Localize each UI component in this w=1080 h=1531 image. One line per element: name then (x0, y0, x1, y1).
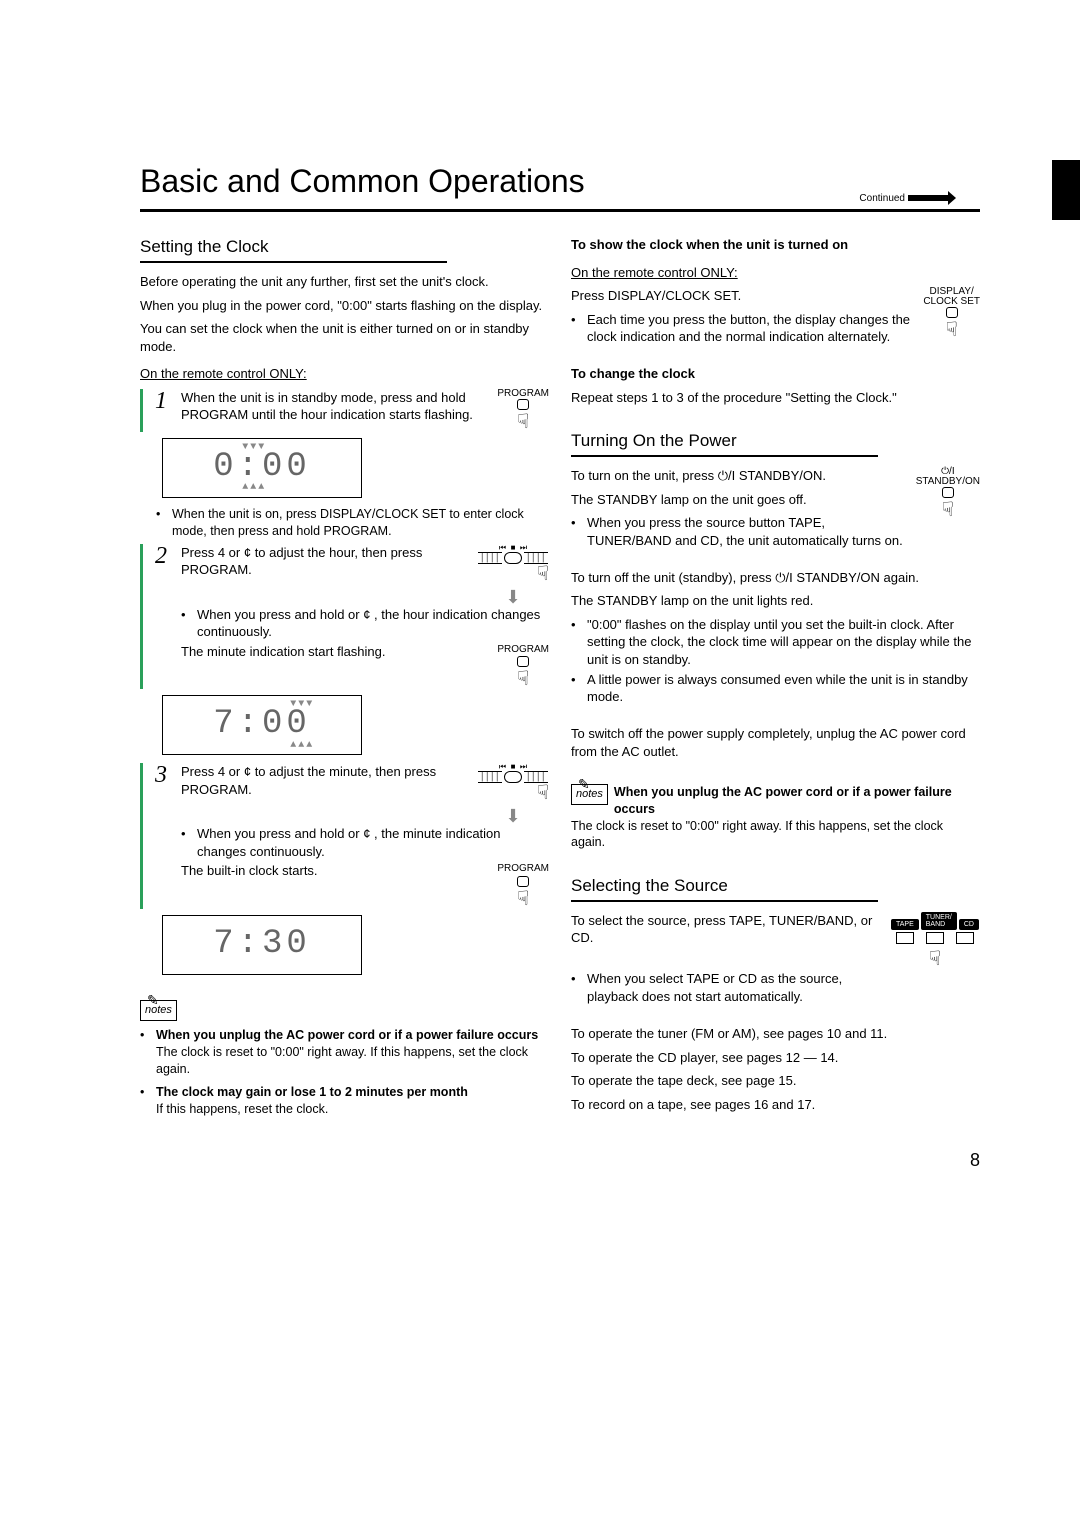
nav-buttons-icon: ⏮ ■ ⏭ ││││ ││││ ☟ ⬇ (477, 763, 549, 825)
show-clock-head: To show the clock when the unit is turne… (571, 237, 848, 252)
note-body: The clock is reset to "0:00" right away.… (571, 818, 980, 852)
change-clock-head: To change the clock (571, 366, 695, 381)
lcd-display: ▼▼▼ 0:00 ▲▲▲ (162, 438, 362, 498)
program-button-icon: PROGRAM ☟ (497, 389, 549, 432)
source-bullet: •When you select TAPE or CD as the sourc… (571, 970, 874, 1005)
subhead-remote-only: On the remote control ONLY: (571, 264, 980, 282)
step-text: Press 4 or ¢ to adjust the minute, then … (181, 764, 436, 797)
step-1: 1 When the unit is in standby mode, pres… (140, 389, 549, 432)
show-clock-line: Press DISPLAY/CLOCK SET. (571, 287, 911, 305)
step-number: 1 (155, 389, 173, 432)
note-item: • The clock may gain or lose 1 to 2 minu… (140, 1084, 549, 1118)
step-3: 3 Press 4 or ¢ to adjust the minute, the… (140, 763, 549, 909)
note-item: • When you unplug the AC power cord or i… (140, 1027, 549, 1078)
power-on-bullet: • When you press the source button TAPE,… (571, 514, 904, 549)
power-switch-text: To switch off the power supply completel… (571, 725, 980, 760)
section-power: Turning On the Power (571, 430, 878, 457)
step-2: 2 Press 4 or ¢ to adjust the hour, then … (140, 544, 549, 690)
standby-button-icon: ⏻/I STANDBY/ON ☟ (916, 467, 980, 520)
show-clock-bullet: • Each time you press the button, the di… (571, 311, 911, 346)
lcd-display: 7:30 (162, 915, 362, 975)
section-source: Selecting the Source (571, 875, 878, 902)
note-head: When you unplug the AC power cord or if … (614, 785, 952, 816)
subhead-remote-only: On the remote control ONLY: (140, 365, 549, 383)
power-off-bullet: •"0:00" flashes on the display until you… (571, 616, 980, 669)
display-clock-button-icon: DISPLAY/ CLOCK SET ☟ (923, 287, 980, 340)
left-column: Setting the Clock Before operating the u… (140, 236, 549, 1123)
source-line: To select the source, press TAPE, TUNER/… (571, 912, 874, 947)
power-on-text: To turn on the unit, press ⏻/I STANDBY/O… (571, 467, 904, 485)
intro-text: When you plug in the power cord, "0:00" … (140, 297, 549, 315)
page-title: Basic and Common Operations (140, 160, 980, 203)
reference-line: To operate the tuner (FM or AM), see pag… (571, 1025, 980, 1043)
program-button-icon: PROGRAM ☟ (497, 862, 549, 909)
power-off-bullet: •A little power is always consumed even … (571, 671, 980, 706)
program-button-icon: PROGRAM ☟ (497, 643, 549, 690)
step-tail: The built-in clock starts. (181, 862, 471, 880)
step-bullet: • When the unit is on, press DISPLAY/CLO… (140, 506, 549, 540)
step-number: 2 (155, 544, 173, 690)
lcd-display: ▼▼▼ 7:00 ▲▲▲ (162, 695, 362, 755)
reference-line: To operate the tape deck, see page 15. (571, 1072, 980, 1090)
change-clock-body: Repeat steps 1 to 3 of the procedure "Se… (571, 389, 980, 407)
step-bullet: • When you press and hold or ¢ , the min… (181, 825, 549, 860)
notes-badge: ✎ notes (571, 784, 608, 805)
step-tail: The minute indication start flashing. (181, 643, 471, 661)
edge-tab (1052, 160, 1080, 220)
power-on-text: The STANDBY lamp on the unit goes off. (571, 491, 904, 509)
reference-line: To record on a tape, see pages 16 and 17… (571, 1096, 980, 1114)
notes-badge: ✎ notes (140, 1000, 177, 1021)
source-buttons-icon: TAPETUNER/ BANDCD ☟ (890, 912, 980, 969)
continued-label: Continued (859, 192, 948, 206)
intro-text: You can set the clock when the unit is e… (140, 320, 549, 355)
power-off-text: To turn off the unit (standby), press ⏻/… (571, 569, 980, 587)
page-number: 8 (140, 1148, 980, 1172)
step-text: When the unit is in standby mode, press … (181, 389, 485, 424)
title-rule (140, 209, 980, 212)
step-text: Press 4 or ¢ to adjust the hour, then pr… (181, 545, 422, 578)
intro-text: Before operating the unit any further, f… (140, 273, 549, 291)
section-setting-clock: Setting the Clock (140, 236, 447, 263)
reference-line: To operate the CD player, see pages 12 —… (571, 1049, 980, 1067)
power-off-text: The STANDBY lamp on the unit lights red. (571, 592, 980, 610)
right-column: To show the clock when the unit is turne… (571, 236, 980, 1123)
step-bullet: • When you press and hold or ¢ , the hou… (181, 606, 549, 641)
step-number: 3 (155, 763, 173, 909)
nav-buttons-icon: ⏮ ■ ⏭ ││││ ││││ ☟ ⬇ (477, 544, 549, 606)
